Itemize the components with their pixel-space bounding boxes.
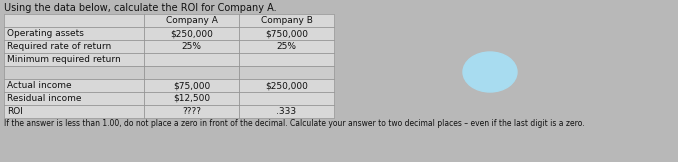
Text: Using the data below, calculate the ROI for Company A.: Using the data below, calculate the ROI … — [4, 3, 277, 13]
Text: $12,500: $12,500 — [173, 94, 210, 103]
Bar — [144, 79, 239, 92]
Bar — [144, 105, 239, 118]
Bar — [4, 79, 144, 92]
Text: $250,000: $250,000 — [265, 81, 308, 90]
Text: Minimum required return: Minimum required return — [7, 55, 121, 64]
Text: Required rate of return: Required rate of return — [7, 42, 111, 51]
Text: Actual income: Actual income — [7, 81, 72, 90]
Ellipse shape — [463, 52, 517, 92]
Text: Operating assets: Operating assets — [7, 29, 84, 38]
Text: If the answer is less than 1.00, do not place a zero in front of the decimal. Ca: If the answer is less than 1.00, do not … — [4, 119, 584, 128]
Text: ROI: ROI — [7, 107, 23, 116]
Text: $250,000: $250,000 — [170, 29, 213, 38]
Bar — [239, 66, 334, 79]
Text: ????: ???? — [182, 107, 201, 116]
Bar — [4, 53, 144, 66]
Bar — [144, 14, 239, 27]
Text: Company A: Company A — [165, 16, 218, 25]
Text: $750,000: $750,000 — [265, 29, 308, 38]
Bar — [4, 105, 144, 118]
Bar — [239, 27, 334, 40]
Bar — [144, 66, 239, 79]
Bar — [239, 14, 334, 27]
Bar — [144, 40, 239, 53]
Text: Residual income: Residual income — [7, 94, 81, 103]
Bar — [4, 66, 144, 79]
Bar — [4, 27, 144, 40]
Bar — [4, 14, 144, 27]
Text: Company B: Company B — [260, 16, 313, 25]
Text: 25%: 25% — [182, 42, 201, 51]
Bar — [4, 40, 144, 53]
Bar — [239, 53, 334, 66]
Text: .333: .333 — [277, 107, 296, 116]
Bar — [239, 40, 334, 53]
Bar — [144, 27, 239, 40]
Bar — [239, 105, 334, 118]
Bar — [239, 79, 334, 92]
Bar — [144, 92, 239, 105]
Bar — [4, 92, 144, 105]
Bar — [239, 92, 334, 105]
Text: $75,000: $75,000 — [173, 81, 210, 90]
Bar — [144, 53, 239, 66]
Text: 25%: 25% — [277, 42, 296, 51]
